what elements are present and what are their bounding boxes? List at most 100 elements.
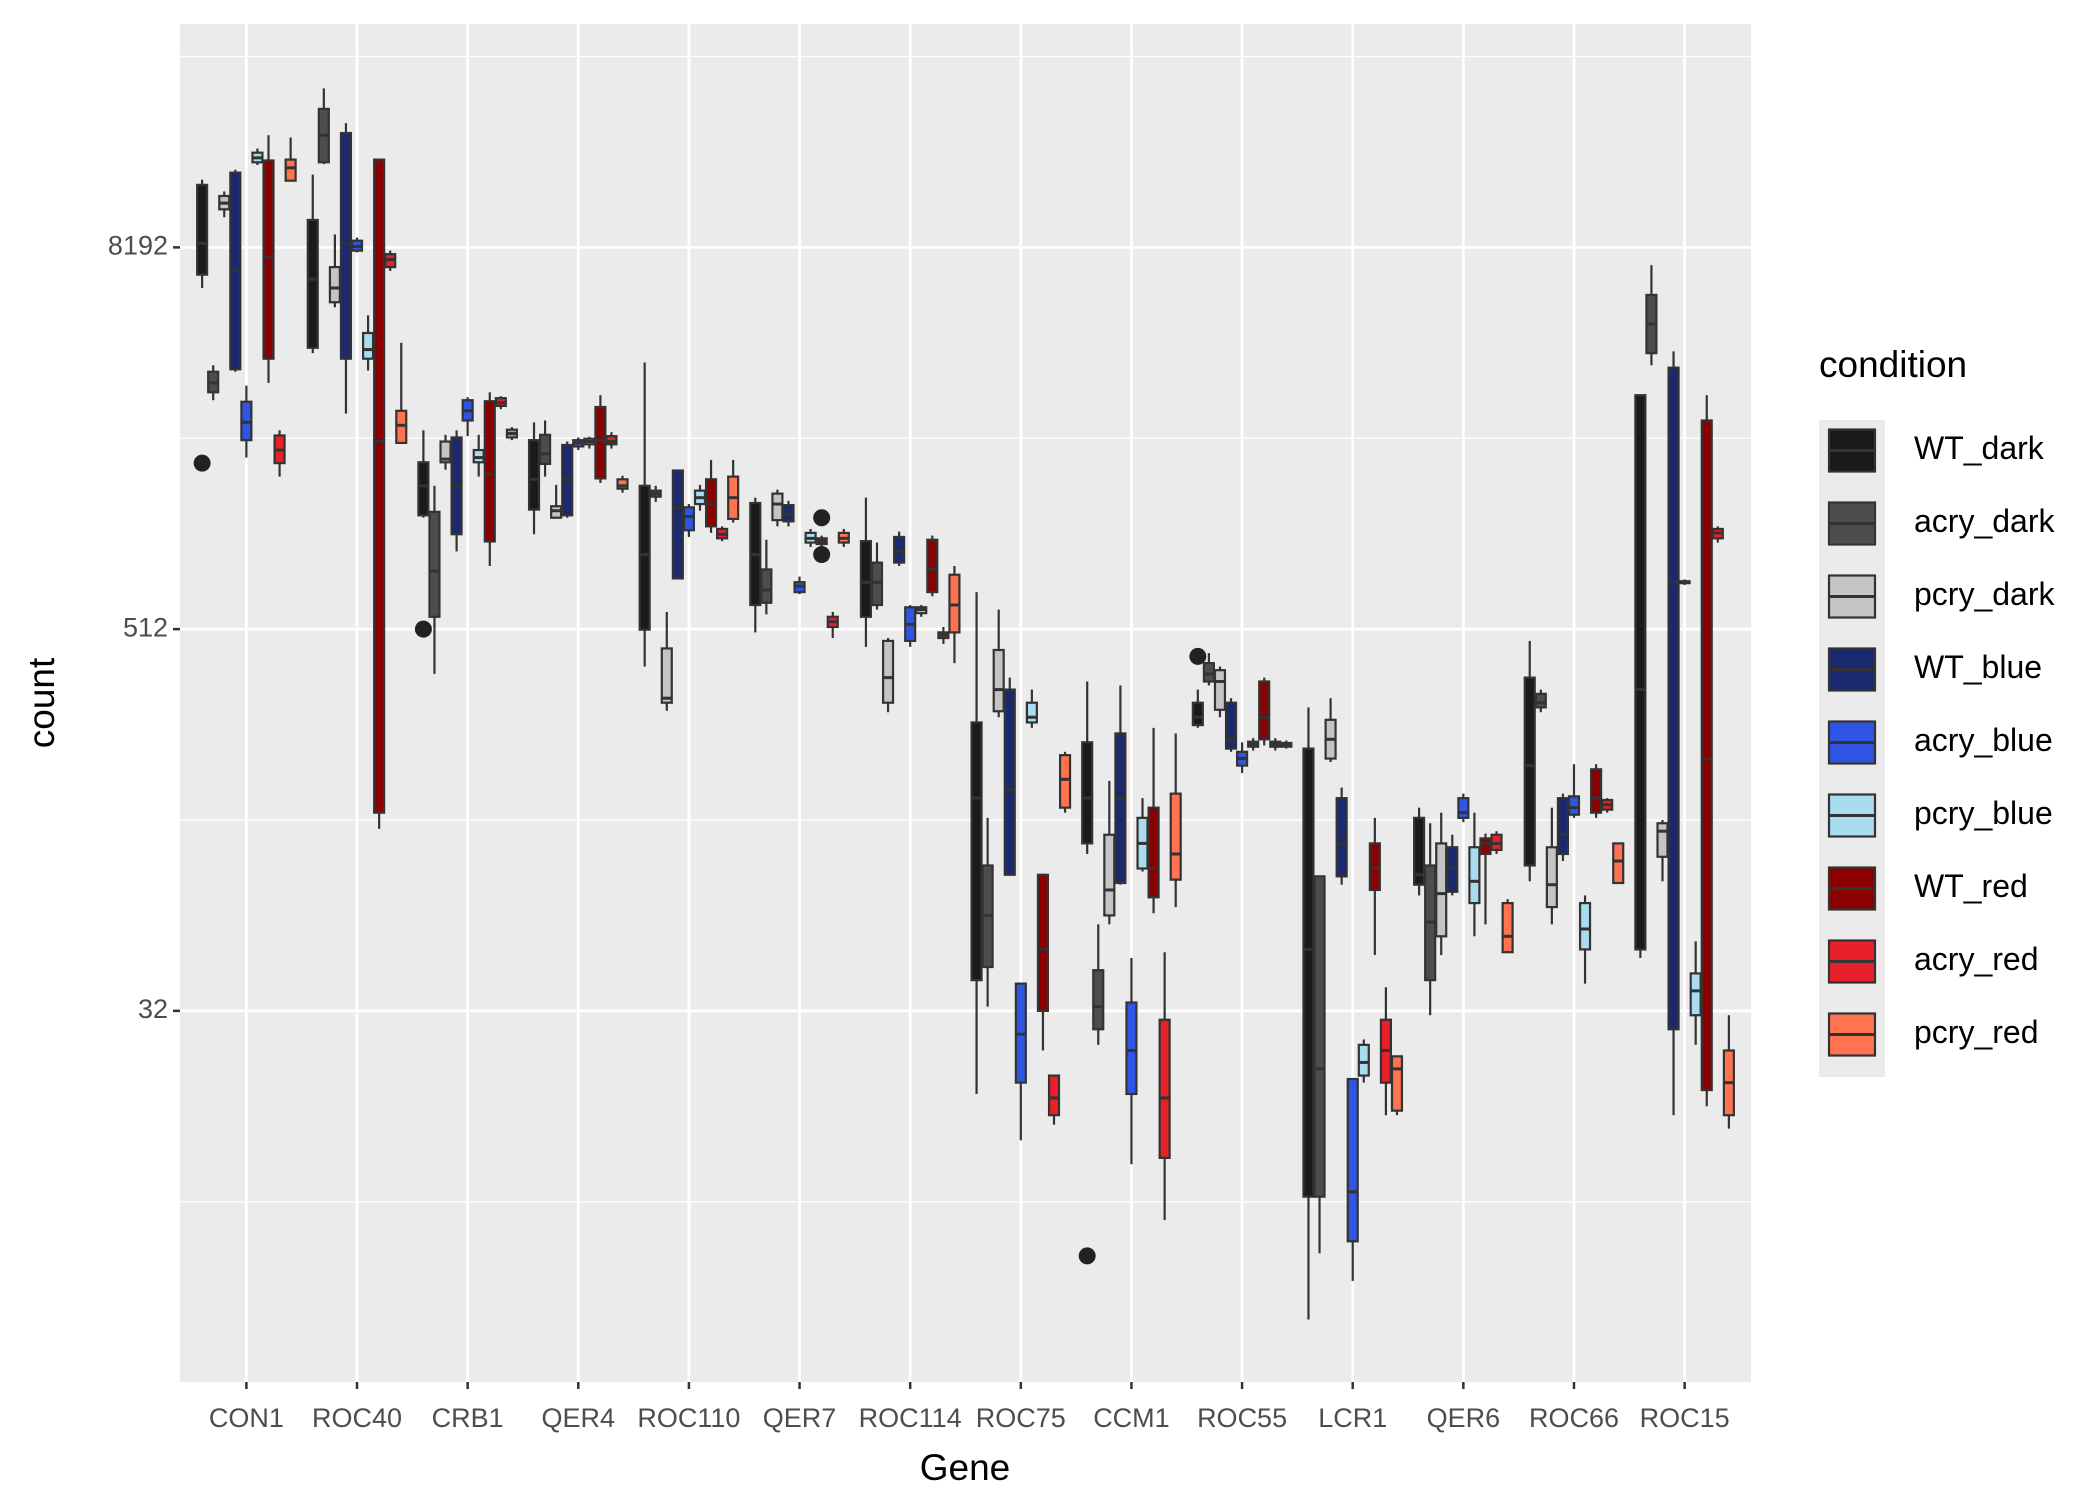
box-group [1656, 819, 1669, 882]
box-group [1700, 395, 1713, 1107]
box-group [970, 592, 983, 1094]
box-group [915, 605, 928, 617]
box-group [1092, 924, 1105, 1045]
box [1092, 969, 1105, 1031]
x-tick-label: ROC55 [1197, 1403, 1287, 1433]
box-group [384, 250, 397, 272]
box-group [1379, 987, 1392, 1116]
box [1313, 875, 1326, 1198]
box-group [1523, 640, 1536, 882]
box-group [1601, 798, 1614, 813]
box-group [926, 535, 939, 597]
box-group [793, 576, 806, 595]
x-tick-label: QER7 [763, 1403, 837, 1433]
legend-label: acry_red [1914, 941, 2039, 977]
box-group [594, 395, 607, 483]
box-group [483, 392, 496, 566]
box-group [229, 169, 242, 372]
box [417, 461, 430, 517]
box [970, 721, 983, 982]
box-group [1324, 698, 1337, 763]
box-group [1711, 526, 1724, 543]
box [926, 538, 939, 594]
box-group [1357, 1039, 1370, 1083]
x-tick-label: ROC75 [976, 1403, 1066, 1433]
box [1479, 837, 1492, 856]
box [196, 183, 209, 276]
box [373, 158, 386, 814]
box [339, 131, 353, 360]
box-group [306, 174, 319, 354]
box-group [450, 430, 463, 552]
box-group [1424, 823, 1437, 1016]
x-tick-label: QER4 [542, 1403, 616, 1433]
box-group [1645, 265, 1658, 366]
box-group [439, 434, 452, 470]
box-group [1368, 817, 1381, 956]
box-group [749, 497, 762, 633]
box [1036, 873, 1050, 1012]
box [616, 478, 629, 490]
box-group [1413, 807, 1426, 896]
box-group [1014, 982, 1027, 1141]
box [1656, 822, 1669, 858]
box-group [881, 638, 895, 713]
box-group [273, 430, 286, 477]
box [1258, 680, 1271, 741]
box [1357, 1043, 1370, 1077]
x-tick-label: CON1 [209, 1403, 284, 1433]
box-group [240, 385, 253, 458]
box-group [1136, 798, 1149, 872]
box [881, 639, 895, 704]
box-group [317, 88, 330, 165]
box [870, 561, 884, 607]
box-group [1578, 895, 1592, 984]
box-group [771, 489, 784, 527]
box [1435, 842, 1448, 938]
box [1501, 901, 1514, 954]
box-group [1280, 740, 1293, 749]
box-group [1346, 1077, 1359, 1281]
box-group [727, 459, 740, 523]
box-group [373, 158, 386, 829]
box-group [1435, 812, 1448, 956]
box [1224, 701, 1238, 750]
box [1114, 732, 1127, 885]
box-group [1236, 742, 1249, 774]
y-tick-label: 32 [138, 994, 168, 1024]
box-group [1722, 1015, 1735, 1129]
box [1213, 669, 1227, 711]
box-group [937, 626, 950, 644]
box [1025, 701, 1038, 724]
box-group [649, 485, 662, 502]
outlier [813, 546, 831, 564]
box-group [1567, 764, 1581, 818]
x-tick-label: ROC40 [312, 1403, 402, 1433]
box [1202, 662, 1215, 683]
box [1169, 792, 1182, 881]
box [284, 158, 297, 182]
panel-background [180, 24, 1751, 1382]
box [1047, 1074, 1061, 1117]
box-group [428, 485, 441, 674]
box-group [284, 137, 297, 182]
box-group [1534, 689, 1547, 713]
box-group [616, 475, 629, 493]
legend-label: pcry_red [1914, 1014, 2039, 1050]
box-group [1446, 834, 1459, 896]
box-group [870, 542, 884, 610]
box-group [1213, 666, 1227, 718]
box [1689, 972, 1702, 1017]
box-group [826, 611, 839, 639]
legend-label: pcry_blue [1914, 795, 2053, 831]
box [859, 540, 873, 618]
box-group [682, 504, 695, 537]
box [682, 506, 695, 532]
x-tick-label: CRB1 [432, 1403, 504, 1433]
box [771, 492, 784, 522]
box [893, 535, 906, 564]
box-group [1313, 875, 1326, 1254]
box-group [1224, 698, 1238, 752]
box-group [572, 437, 585, 451]
box-group [361, 315, 375, 371]
